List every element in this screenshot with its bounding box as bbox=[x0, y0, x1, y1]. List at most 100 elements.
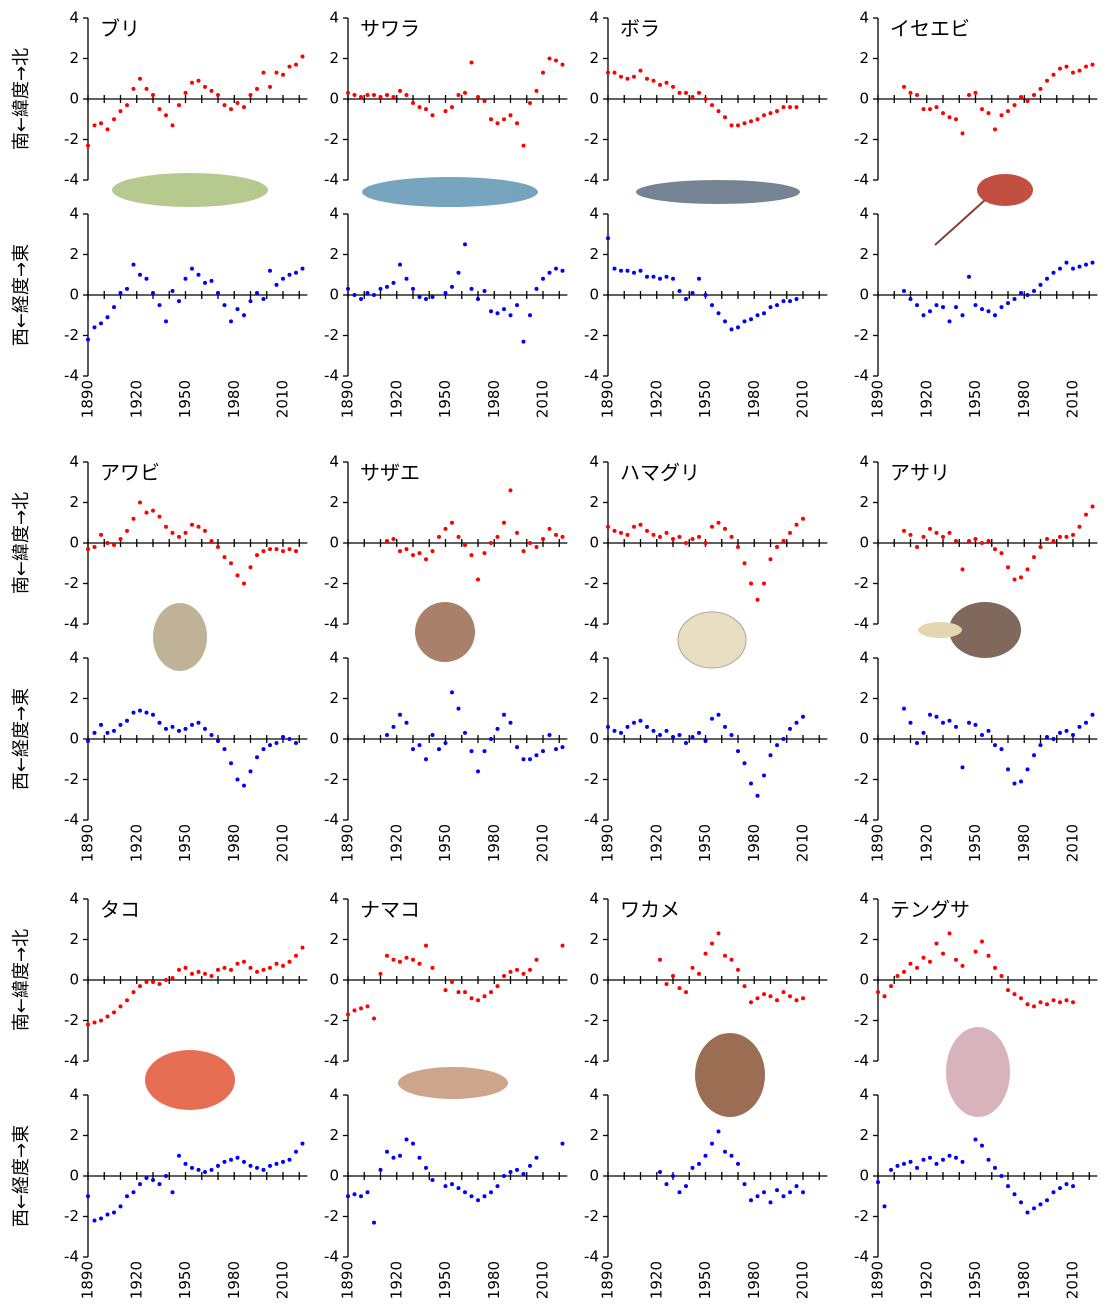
data-point bbox=[294, 549, 298, 553]
data-point bbox=[801, 1190, 805, 1194]
data-point bbox=[515, 968, 519, 972]
y-axis-label: 南←緯度→北 bbox=[11, 492, 32, 594]
data-point bbox=[288, 65, 292, 69]
data-point bbox=[935, 105, 939, 109]
data-point bbox=[782, 990, 786, 994]
data-point bbox=[171, 1190, 175, 1194]
x-tick-label: 1920 bbox=[127, 1261, 145, 1299]
data-point bbox=[710, 303, 714, 307]
data-point bbox=[535, 753, 539, 757]
y-tick-label: 0 bbox=[69, 730, 79, 748]
data-point bbox=[424, 944, 428, 948]
data-point bbox=[730, 958, 734, 962]
data-point bbox=[535, 545, 539, 549]
data-point bbox=[896, 1164, 900, 1168]
data-point bbox=[645, 77, 649, 81]
data-point bbox=[941, 111, 945, 115]
data-point bbox=[268, 966, 272, 970]
data-point bbox=[967, 539, 971, 543]
data-point bbox=[554, 59, 558, 63]
data-point bbox=[684, 990, 688, 994]
x-tick-label: 1950 bbox=[696, 380, 714, 418]
x-tick-label: 1980 bbox=[225, 380, 243, 418]
data-point bbox=[177, 535, 181, 539]
illustration-wakame bbox=[695, 1033, 765, 1117]
x-tick-label: 2010 bbox=[794, 380, 812, 418]
data-point bbox=[457, 707, 461, 711]
data-point bbox=[151, 980, 155, 984]
data-point bbox=[281, 1160, 285, 1164]
y-tick-label: 0 bbox=[69, 90, 79, 108]
y-tick-label: 2 bbox=[859, 49, 869, 67]
data-point bbox=[216, 739, 220, 743]
data-point bbox=[1091, 63, 1095, 67]
data-point bbox=[909, 1160, 913, 1164]
y-tick-label: 2 bbox=[329, 689, 339, 707]
data-point bbox=[993, 127, 997, 131]
data-point bbox=[756, 598, 760, 602]
data-point bbox=[437, 747, 441, 751]
data-point bbox=[1065, 535, 1069, 539]
y-tick-label: 0 bbox=[69, 534, 79, 552]
data-point bbox=[431, 113, 435, 117]
data-point bbox=[236, 1156, 240, 1160]
data-point bbox=[1013, 577, 1017, 581]
data-point bbox=[980, 307, 984, 311]
data-point bbox=[1039, 87, 1043, 91]
data-point bbox=[255, 755, 259, 759]
data-point bbox=[561, 63, 565, 67]
data-point bbox=[476, 95, 480, 99]
data-point bbox=[554, 747, 558, 751]
x-tick-label: 1890 bbox=[339, 1261, 357, 1299]
data-point bbox=[678, 733, 682, 737]
data-point bbox=[561, 1142, 565, 1146]
data-point bbox=[941, 1158, 945, 1162]
data-point bbox=[489, 737, 493, 741]
illustration-sazae bbox=[415, 602, 475, 662]
data-point bbox=[522, 144, 526, 148]
data-point bbox=[372, 293, 376, 297]
data-point bbox=[1065, 261, 1069, 265]
y-tick-label: 2 bbox=[589, 493, 599, 511]
data-point bbox=[1045, 277, 1049, 281]
y-tick-label: 0 bbox=[69, 286, 79, 304]
data-point bbox=[749, 119, 753, 123]
data-point bbox=[483, 994, 487, 998]
data-point bbox=[769, 111, 773, 115]
data-point bbox=[954, 725, 958, 729]
y-tick-label: 0 bbox=[69, 971, 79, 989]
data-point bbox=[450, 1182, 454, 1186]
data-point bbox=[788, 1190, 792, 1194]
data-point bbox=[1045, 1002, 1049, 1006]
data-point bbox=[216, 1164, 220, 1168]
y-tick-label: -2 bbox=[64, 1207, 79, 1225]
y-tick-label: -2 bbox=[854, 1207, 869, 1225]
data-point bbox=[671, 537, 675, 541]
data-point bbox=[463, 990, 467, 994]
data-point bbox=[366, 291, 370, 295]
y-tick-label: 2 bbox=[69, 689, 79, 707]
data-point bbox=[223, 966, 227, 970]
data-point bbox=[242, 582, 246, 586]
y-tick-label: 4 bbox=[329, 649, 339, 667]
data-point bbox=[106, 731, 110, 735]
data-point bbox=[476, 998, 480, 1002]
y-tick-label: -4 bbox=[324, 367, 339, 385]
y-tick-label: 2 bbox=[329, 493, 339, 511]
data-point bbox=[1058, 535, 1062, 539]
data-point bbox=[1032, 753, 1036, 757]
data-point bbox=[606, 525, 610, 529]
data-point bbox=[987, 309, 991, 313]
data-point bbox=[915, 93, 919, 97]
data-point bbox=[743, 761, 747, 765]
data-point bbox=[974, 950, 978, 954]
y-axis-label: 南←緯度→北 bbox=[11, 48, 32, 150]
data-point bbox=[665, 1182, 669, 1186]
data-point bbox=[197, 273, 201, 277]
data-point bbox=[210, 1168, 214, 1172]
data-point bbox=[470, 749, 474, 753]
data-point bbox=[1019, 291, 1023, 295]
data-point bbox=[125, 998, 129, 1002]
data-point bbox=[119, 723, 123, 727]
data-point bbox=[418, 962, 422, 966]
